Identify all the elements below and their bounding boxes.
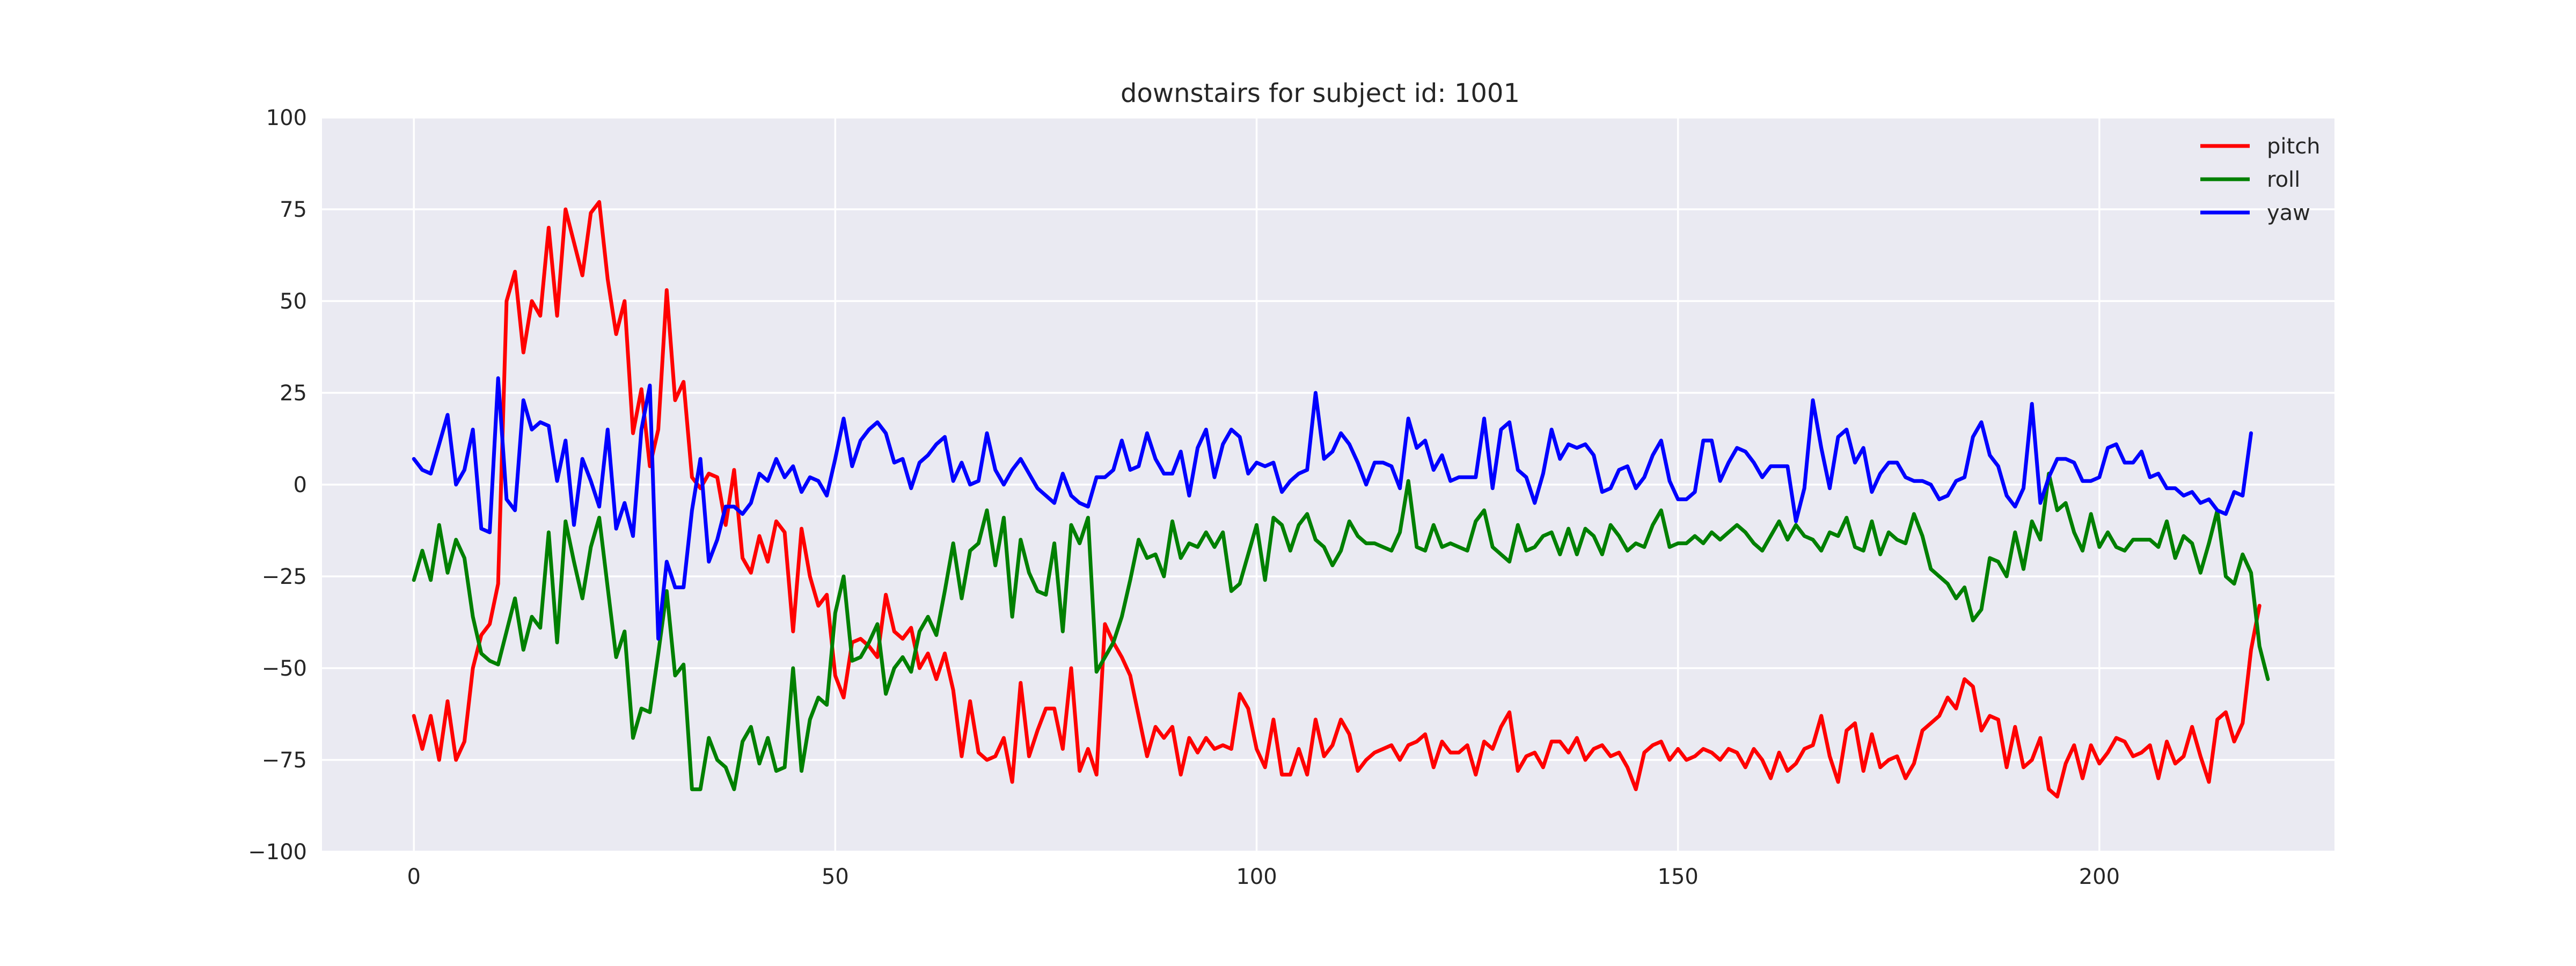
legend-label-roll: roll	[2267, 167, 2300, 192]
y-tick-label: −75	[262, 748, 307, 773]
y-tick-label: 75	[280, 197, 307, 222]
legend: pitch roll yaw	[2200, 134, 2321, 225]
x-tick-label: 50	[822, 865, 849, 889]
grid	[322, 116, 2334, 853]
y-tick-label: 50	[280, 289, 307, 314]
y-tick-label: −25	[262, 565, 307, 589]
chart-title: downstairs for subject id: 1001	[1121, 78, 1520, 108]
x-tick-label: 200	[2079, 865, 2120, 889]
y-axis-ticks: −100 −75 −50 −25 0 25 50 75 100	[248, 106, 307, 865]
legend-label-pitch: pitch	[2267, 134, 2321, 159]
y-tick-label: −100	[248, 840, 307, 865]
x-tick-label: 0	[407, 865, 420, 889]
series-lines	[412, 200, 2270, 799]
y-tick-label: 0	[294, 473, 307, 497]
y-tick-label: 100	[266, 106, 307, 130]
y-tick-label: −50	[262, 656, 307, 681]
y-tick-label: 25	[280, 381, 307, 406]
series-line-yaw	[412, 376, 2253, 641]
series-line-pitch	[412, 200, 2262, 799]
x-tick-label: 100	[1236, 865, 1277, 889]
legend-label-yaw: yaw	[2267, 201, 2310, 225]
series-line-roll	[412, 472, 2270, 792]
x-axis-ticks: 0 50 100 150 200	[407, 865, 2120, 889]
x-tick-label: 150	[1658, 865, 1699, 889]
